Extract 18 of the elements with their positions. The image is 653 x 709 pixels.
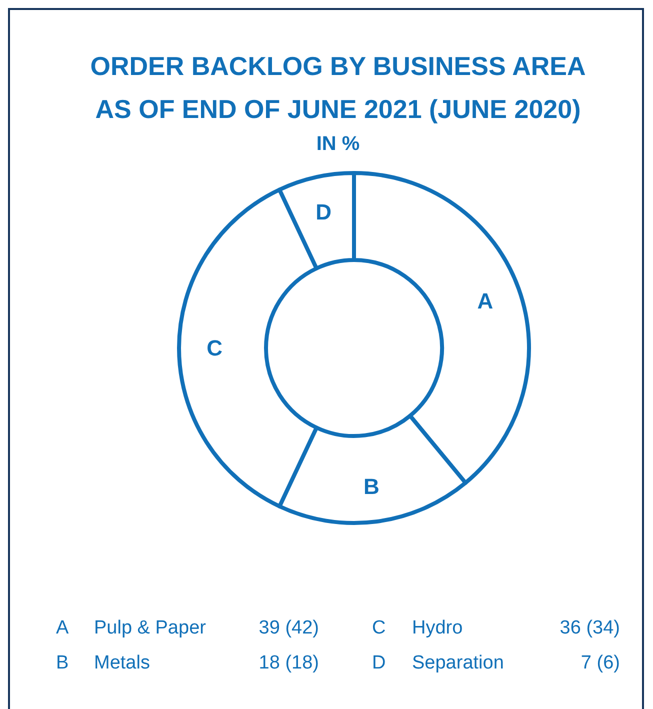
category-label: C xyxy=(372,618,386,638)
chart-subtitle: IN % xyxy=(316,133,360,155)
category-label: A xyxy=(56,618,69,638)
text: Separation xyxy=(412,652,504,674)
slice-label: B xyxy=(364,474,380,499)
text: Metals xyxy=(94,652,150,674)
text: 39 (42) xyxy=(258,618,319,638)
slice-label: D xyxy=(316,199,332,224)
text: 36 (34) xyxy=(560,618,620,638)
chart-title: ORDER BACKLOG BY BUSINESS AREA AS OF END OF JUNE 2021 (JUNE 2020) xyxy=(90,51,586,124)
category-label: D xyxy=(372,652,386,674)
text: 7 (6) xyxy=(580,652,620,674)
slice-label: C xyxy=(206,336,223,360)
category-label: B xyxy=(56,652,69,674)
slice-label: A xyxy=(477,288,494,314)
text: Pulp & Paper xyxy=(94,618,207,638)
text: 18 (18) xyxy=(258,652,319,674)
text: Hydro xyxy=(412,618,463,638)
